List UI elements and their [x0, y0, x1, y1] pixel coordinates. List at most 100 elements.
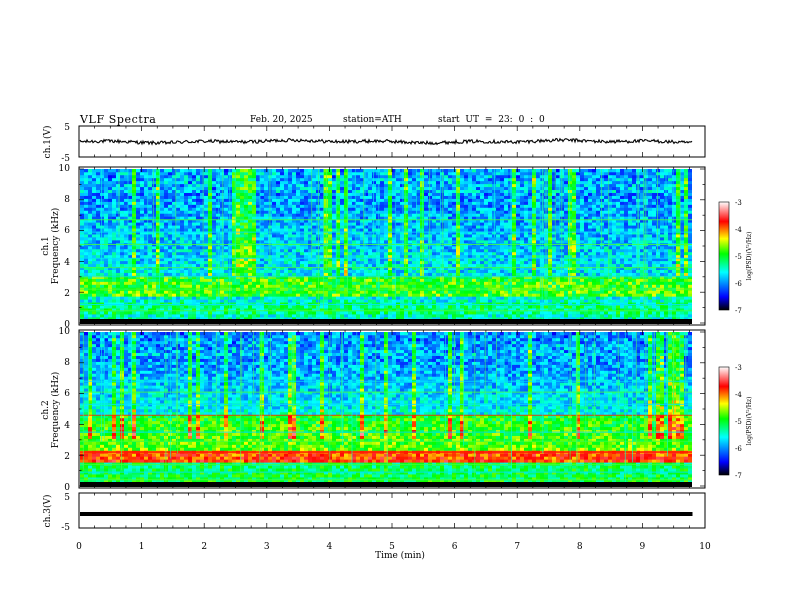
spectrogram-cell	[408, 207, 413, 211]
spectrogram-cell	[120, 314, 125, 318]
spectrogram-cell	[320, 228, 325, 232]
spectrogram-cell	[344, 308, 349, 312]
spectrogram-cell	[148, 198, 153, 202]
spectrogram-cell	[424, 260, 429, 265]
spectrogram-cell	[368, 317, 373, 321]
spectrogram-cell	[420, 228, 425, 232]
spectrogram-cell	[144, 204, 149, 208]
spectrogram-cell	[104, 180, 109, 185]
spectrogram-cell	[328, 225, 333, 229]
spectrogram-cell	[292, 210, 297, 214]
spectrogram-cell	[144, 278, 149, 282]
spectrogram-cell	[364, 240, 369, 244]
spectrogram-cell	[356, 246, 361, 250]
spectrogram-cell	[400, 263, 405, 268]
spectrogram-cell	[196, 254, 201, 259]
spectrogram-cell	[128, 183, 133, 188]
spectrogram-cell	[240, 210, 245, 214]
spectrogram-cell	[308, 171, 313, 176]
spectrogram-cell	[324, 210, 329, 214]
spectrogram-cell	[248, 213, 253, 217]
spectrogram-cell	[288, 180, 293, 185]
spectrogram-cell	[116, 225, 121, 229]
spectrogram-cell	[240, 183, 245, 188]
spectrogram-cell	[432, 284, 437, 288]
spectrogram-cell	[136, 290, 141, 294]
spectrogram-cell	[396, 186, 401, 191]
spectrogram-cell	[128, 281, 133, 285]
spectrogram-cell	[364, 169, 369, 173]
spectrogram-cell	[380, 317, 385, 321]
spectrogram-cell	[148, 296, 153, 300]
spectrogram-cell	[340, 225, 345, 229]
spectrogram-cell	[388, 180, 393, 185]
spectrogram-cell	[152, 263, 157, 268]
spectrogram-cell	[116, 204, 121, 208]
spectrogram-cell	[156, 284, 161, 288]
spectrogram-cell	[376, 281, 381, 285]
spectrogram-cell	[108, 204, 113, 208]
spectrogram-cell	[344, 195, 349, 199]
spectrogram-cell	[120, 284, 125, 288]
spectrogram-cell	[92, 171, 97, 176]
spectrogram-cell	[100, 169, 105, 173]
spectrogram-cell	[188, 222, 193, 226]
spectrogram-cell	[188, 186, 193, 191]
spectrogram-cell	[244, 169, 249, 173]
spectrogram-cell	[436, 213, 441, 217]
spectrogram-cell	[80, 269, 85, 273]
spectrogram-cell	[280, 248, 285, 253]
spectrogram-cell	[296, 248, 301, 253]
spectrogram-cell	[300, 216, 305, 220]
spectrogram-cell	[372, 186, 377, 191]
spectrogram-cell	[256, 290, 261, 294]
spectrogram-cell	[276, 177, 281, 182]
spectrogram-cell	[308, 207, 313, 211]
spectrogram-cell	[236, 284, 241, 288]
spectrogram-cell	[420, 186, 425, 191]
spectrogram-cell	[144, 171, 149, 176]
spectrogram-cell	[260, 201, 265, 205]
spectrogram-cell	[352, 189, 357, 193]
spectrogram-cell	[84, 216, 89, 220]
spectrogram-cell	[284, 284, 289, 288]
spectrogram-cell	[396, 248, 401, 253]
spectrogram-cell	[252, 183, 257, 188]
spectrogram-cell	[328, 266, 333, 270]
spectrogram-cell	[80, 314, 85, 318]
spectrogram-cell	[252, 198, 257, 202]
spectrogram-cell	[296, 186, 301, 191]
spectrogram-cell	[124, 281, 129, 285]
spectrogram-cell	[296, 254, 301, 259]
spectrogram-cell	[252, 186, 257, 191]
spectrogram-cell	[160, 204, 165, 208]
spectrogram-cell	[264, 234, 269, 238]
spectrogram-cell	[428, 263, 433, 268]
spectrogram-cell	[244, 234, 249, 238]
spectrogram-cell	[448, 216, 453, 220]
spectrogram-cell	[416, 169, 421, 173]
spectrogram-cell	[124, 293, 129, 297]
spectrogram-cell	[408, 210, 413, 214]
spectrogram-cell	[148, 314, 153, 318]
spectrogram-cell	[272, 302, 277, 306]
spectrogram-cell	[320, 281, 325, 285]
spectrogram-cell	[440, 177, 445, 182]
spectrogram-cell	[148, 180, 153, 185]
spectrogram-cell	[324, 314, 329, 318]
spectrogram-cell	[280, 251, 285, 256]
spectrogram-cell	[108, 257, 113, 262]
spectrogram-cell	[212, 237, 217, 241]
spectrogram-cell	[172, 299, 177, 303]
spectrogram-cell	[424, 251, 429, 256]
spectrogram-cell	[140, 207, 145, 211]
spectrogram-cell	[388, 284, 393, 288]
spectrogram-cell	[248, 281, 253, 285]
spectrogram-cell	[308, 257, 313, 262]
spectrogram-cell	[320, 305, 325, 309]
spectrogram-cell	[424, 246, 429, 250]
spectrogram-cell	[400, 246, 405, 250]
spectrogram-cell	[248, 317, 253, 321]
spectrogram-cell	[408, 213, 413, 217]
spectrogram-cell	[404, 305, 409, 309]
